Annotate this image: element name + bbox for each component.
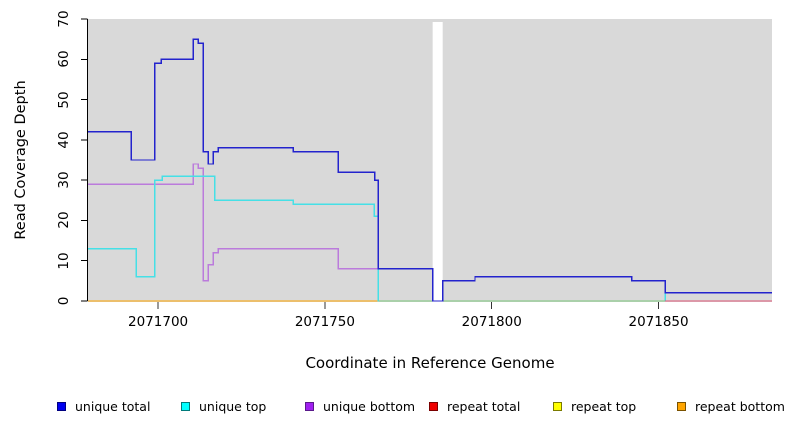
legend-item-unique-total: unique total [57, 399, 150, 414]
y-tick-label: 60 [56, 50, 72, 68]
legend-label: repeat total [447, 399, 521, 414]
legend-swatch-unique-total [57, 402, 66, 411]
legend-label: repeat top [571, 399, 637, 414]
legend-swatch-repeat-top [553, 402, 562, 411]
legend-label: repeat bottom [695, 399, 785, 414]
y-tick-label: 0 [56, 296, 72, 306]
coverage-gap-strip [432, 22, 443, 302]
series-line-unique-total [88, 38, 772, 302]
y-tick-label: 10 [56, 252, 72, 270]
x-tick-label: 2071750 [294, 314, 355, 330]
legend-swatch-repeat-bottom [677, 402, 686, 411]
legend-swatch-unique-bottom [305, 402, 314, 411]
x-tick-label: 2071850 [628, 314, 689, 330]
y-tick-label: 40 [56, 131, 72, 149]
legend-item-unique-top: unique top [181, 399, 266, 414]
y-tick-label: 50 [56, 90, 72, 109]
legend-label: unique bottom [323, 399, 416, 414]
legend-item-repeat-total: repeat total [429, 399, 520, 414]
legend-item-repeat-bottom: repeat bottom [677, 399, 785, 414]
legend-label: unique top [199, 399, 267, 414]
plot-background [88, 19, 772, 302]
legend-swatch-repeat-total [429, 402, 438, 411]
legend-item-unique-bottom: unique bottom [305, 399, 415, 414]
x-tick-label: 2071800 [461, 314, 522, 330]
y-axis-title: Read Coverage Depth [13, 80, 29, 240]
y-tick-label: 20 [56, 211, 72, 230]
legend-swatch-unique-top [181, 402, 190, 411]
y-tick-label: 70 [56, 10, 72, 28]
x-tick-label: 2071700 [128, 314, 189, 330]
legend-item-repeat-top: repeat top [553, 399, 636, 414]
legend-label: unique total [75, 399, 151, 414]
x-axis-title: Coordinate in Reference Genome [305, 354, 555, 372]
y-tick-label: 30 [56, 171, 72, 189]
